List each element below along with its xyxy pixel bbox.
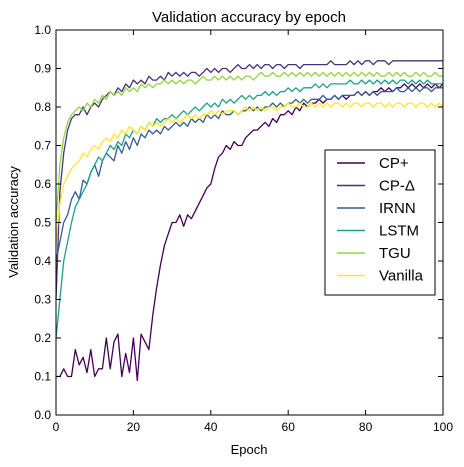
series-line-2 (55, 87, 443, 262)
tick-layer: 0 20 40 60 80 100 0.0 0.1 0.2 0.3 0.4 0.5 0.6 0.7 0.8 0… (34, 23, 453, 434)
y-tick-label: 0.1 (34, 370, 51, 384)
x-tick-label: 40 (204, 420, 218, 434)
legend: CP+ CP-Δ IRNN LSTM TGU Vanilla (324, 149, 436, 296)
y-tick-label: 0.2 (34, 331, 51, 345)
y-tick-label: 0.9 (34, 62, 51, 76)
y-tick-label: 0.7 (34, 139, 51, 153)
series-layer (55, 60, 444, 382)
y-tick-label: 0.6 (34, 177, 51, 191)
y-tick-label: 0.3 (34, 293, 51, 307)
x-tick-label: 0 (53, 420, 60, 434)
legend-label: CP-Δ (379, 178, 415, 195)
legend-box (324, 149, 436, 296)
x-tick-label: 60 (282, 420, 296, 434)
x-tick-label: 100 (433, 420, 453, 434)
y-tick-label: 1.0 (34, 23, 51, 37)
series-line-0 (56, 83, 444, 382)
legend-label: LSTM (379, 223, 419, 240)
y-tick-label: 0.5 (34, 216, 51, 230)
legend-label: Vanilla (379, 268, 424, 285)
series-line-1 (55, 60, 443, 300)
y-axis-label: Validation accuracy (6, 166, 21, 278)
x-axis-label: Epoch (231, 442, 268, 457)
legend-label: TGU (379, 245, 411, 262)
series-line-4 (55, 71, 443, 223)
x-tick-label: 20 (127, 420, 141, 434)
series-line-5 (55, 102, 444, 242)
series-line-3 (55, 79, 443, 339)
legend-label: IRNN (379, 200, 416, 217)
x-tick-label: 80 (359, 420, 373, 434)
y-tick-label: 0.8 (34, 100, 51, 114)
y-tick-label: 0.0 (34, 408, 51, 422)
chart-title: Validation accuracy by epoch (152, 9, 346, 26)
legend-label: CP+ (379, 155, 409, 172)
y-tick-label: 0.4 (34, 254, 51, 268)
